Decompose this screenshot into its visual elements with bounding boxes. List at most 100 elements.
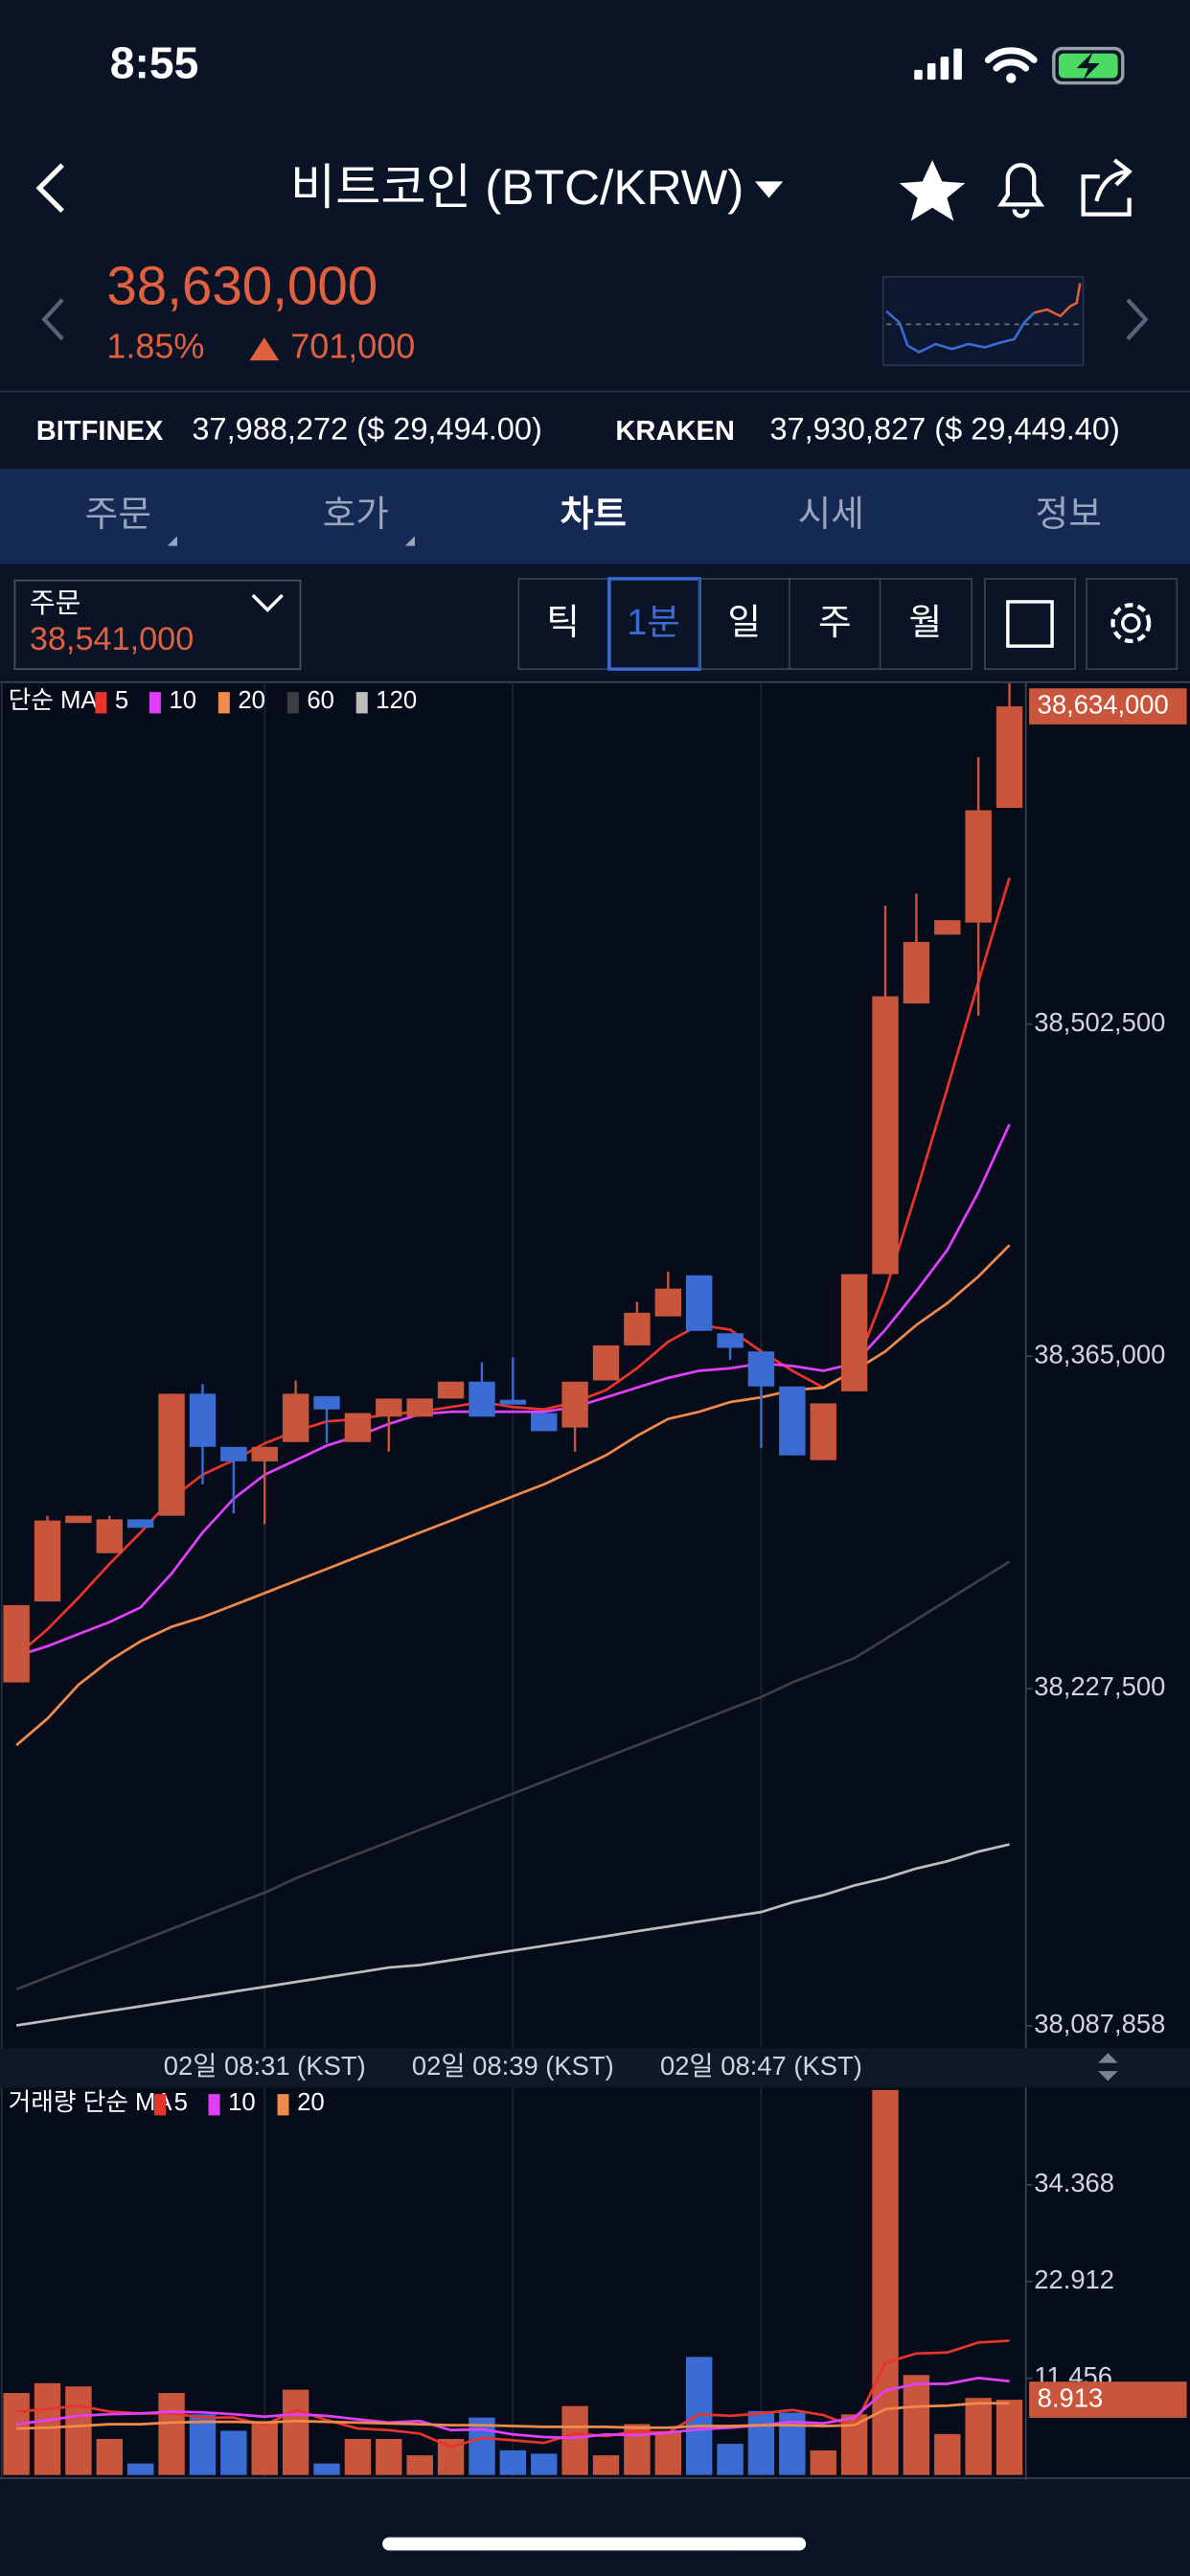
volume-bar [3,2393,30,2475]
share-button[interactable] [1081,158,1133,217]
page-title[interactable]: 비트코인 (BTC/KRW) [290,159,744,215]
volume-bar [810,2450,836,2475]
sparkline-box[interactable] [881,275,1085,367]
candle-body [251,1446,278,1461]
order-price: 38,541,000 [30,621,194,657]
legend-swatch [217,692,230,714]
alert-button[interactable] [996,163,1045,218]
drawing-tool-button[interactable] [984,578,1076,671]
tab[interactable]: 정보 [1036,494,1102,534]
settings-button[interactable] [1086,578,1179,671]
candle-body [624,1312,651,1346]
change-arrow [249,337,280,361]
volume-bar [251,2422,278,2475]
gear-center [1121,612,1141,633]
period-button[interactable]: 1분 [627,602,680,642]
volume-bar [499,2450,527,2475]
change-amount: 701,000 [290,327,415,366]
volume-bar [376,2438,402,2475]
resize-handle[interactable] [1098,2053,1118,2082]
candle-body [561,1381,588,1428]
tab[interactable]: 시세 [798,494,864,534]
candle-body [685,1275,713,1331]
y-tick-label: 38,502,500 [1034,1007,1165,1037]
volume-bar [592,2455,620,2475]
sparkline-up [1033,283,1082,318]
exchange-name: BITFINEX [36,416,164,447]
last-price-label: 38,634,000 [1038,689,1169,719]
y-tick-label: 38,227,500 [1034,1671,1165,1701]
candle-body [126,1519,154,1529]
status-time: 8:55 [110,38,199,88]
y-tick-label: 38,365,000 [1034,1339,1165,1368]
last-price-tag [1029,688,1187,724]
candle-body [747,1351,775,1387]
period-button[interactable]: 틱 [546,602,580,642]
period-button[interactable]: 주 [818,602,852,642]
volume-bar [469,2417,495,2475]
y-tick-label: 34.368 [1034,2168,1114,2197]
exchange-quote: 37,988,272 ($ 29,494.00) [192,411,541,446]
candle-body [406,1398,433,1417]
tab-corner [167,536,178,546]
candle-body [34,1520,61,1602]
candle-body [96,1519,124,1553]
candle-body [995,706,1023,808]
y-tick-label: 22.912 [1034,2265,1114,2294]
candle-body [965,810,992,923]
x-tick-label: 02일 08:39 (KST) [412,2051,614,2081]
volume-bar [406,2455,433,2475]
legend-title: 단순 MA [9,686,99,714]
legend-swatch [154,2094,167,2116]
wifi-icon [984,47,1038,72]
candle-body [189,1393,217,1447]
x-tick-label: 02일 08:47 (KST) [660,2051,862,2081]
favorite-button[interactable] [899,160,966,221]
volume-bar [717,2444,744,2475]
tab[interactable]: 차트 [561,494,627,534]
ma-line [15,1843,1010,2027]
title-dropdown[interactable] [755,181,784,198]
order-box[interactable] [13,579,302,671]
volume-bar [531,2453,558,2475]
volume-bar [903,2375,930,2475]
period-button[interactable]: 일 [727,602,761,642]
tab[interactable]: 주문 [85,494,151,534]
candle-body [934,920,961,935]
periods: 틱 1분 일 주 월 [546,577,943,671]
volume-bar [313,2463,340,2475]
gear-icon [1110,603,1152,644]
current-price: 38,630,000 [106,255,378,315]
back-button[interactable] [35,163,64,214]
chart-area [0,681,1190,2480]
candle-body [282,1393,309,1442]
candle-body [469,1381,495,1417]
ma-line [15,1560,1011,1991]
candle-body [903,941,930,1004]
last-volume-tag [1029,2381,1187,2418]
candle-body [499,1399,527,1405]
legend-swatch [95,692,107,714]
legend-label: 10 [228,2089,256,2116]
legend-label: 10 [169,687,196,714]
candle-body [313,1395,340,1410]
legend-label: 20 [238,687,265,714]
candle-body [344,1413,372,1442]
legend-label: 5 [115,687,128,714]
home-indicator [382,2537,807,2551]
last-volume-label: 8.913 [1038,2382,1104,2412]
order-dropdown[interactable] [251,593,284,612]
volume-bar [995,2400,1023,2475]
volume-bar [158,2393,185,2475]
time-axis-band [0,2048,1190,2088]
next-coin[interactable] [1126,298,1149,341]
wifi-dot [1006,73,1017,83]
period-button[interactable]: 월 [909,602,943,642]
exchange-name: KRAKEN [615,416,735,447]
prev-coin[interactable] [41,298,64,341]
candle-body [220,1446,247,1461]
legend-swatch [277,2094,289,2116]
legend-swatch [208,2094,220,2116]
tab[interactable]: 호가 [323,494,389,534]
